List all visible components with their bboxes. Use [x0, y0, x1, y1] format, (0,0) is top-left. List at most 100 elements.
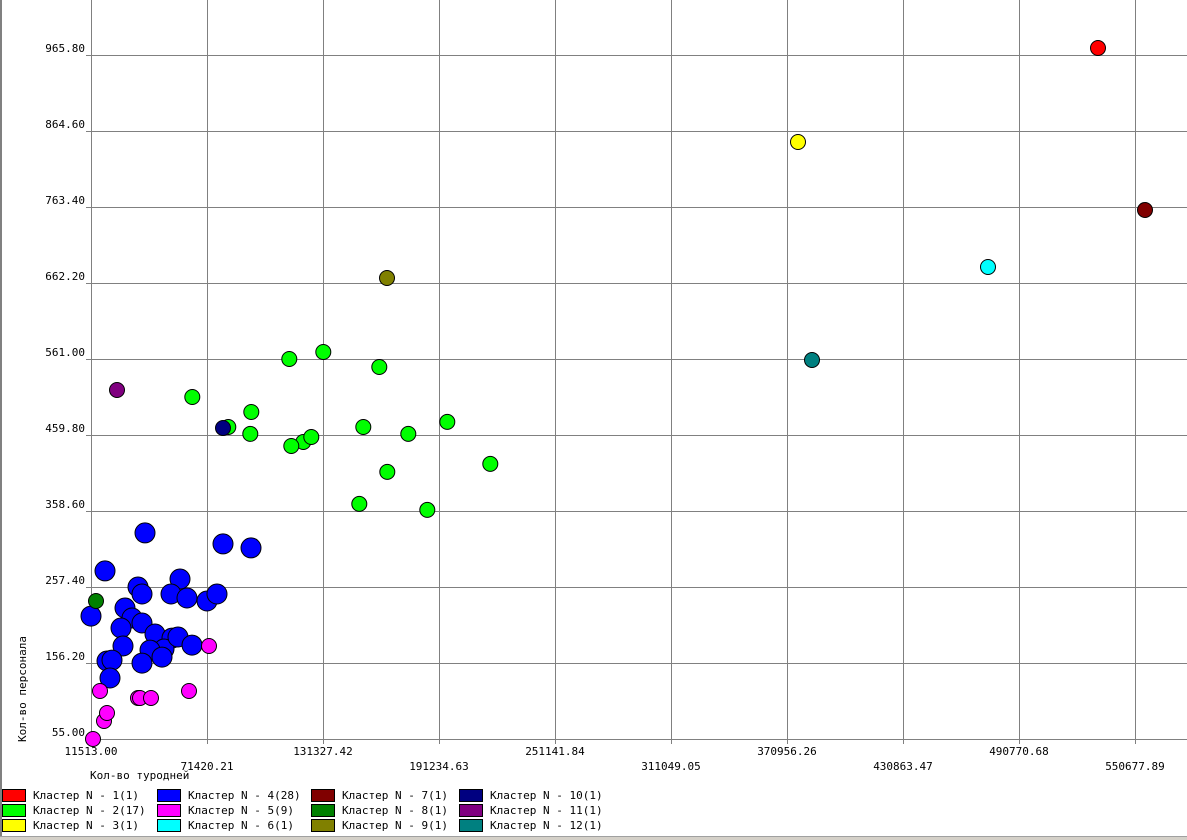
data-point-cluster-4: [206, 583, 228, 605]
data-point-cluster-5: [201, 638, 217, 654]
legend-swatch: [311, 804, 335, 817]
y-tick-label: 257.40: [45, 574, 85, 587]
data-point-cluster-4: [240, 537, 262, 559]
data-point-cluster-2: [243, 404, 260, 420]
legend-label: Кластер N - 4(28): [188, 789, 301, 802]
legend-item: Кластер N - 6(1): [157, 818, 311, 833]
legend-item: Кластер N - 4(28): [157, 788, 311, 803]
legend-swatch: [459, 789, 483, 802]
data-point-cluster-2: [419, 501, 436, 518]
x-tick-label: 131327.42: [293, 745, 353, 758]
legend-swatch: [157, 789, 181, 802]
legend-label: Кластер N - 3(1): [33, 819, 139, 832]
data-point-cluster-2: [355, 419, 372, 435]
y-tick-label: 561.00: [45, 346, 85, 359]
legend-item: Кластер N - 12(1): [459, 818, 619, 833]
data-point-cluster-4: [134, 522, 156, 544]
data-point-cluster-2: [242, 425, 259, 442]
data-point-cluster-10: [215, 420, 231, 436]
y-tick-label: 662.20: [45, 270, 85, 283]
legend-label: Кластер N - 11(1): [490, 804, 603, 817]
legend-swatch: [2, 804, 26, 817]
legend-item: Кластер N - 2(17): [2, 803, 157, 818]
x-tick-label: 430863.47: [873, 760, 933, 773]
data-point-cluster-2: [281, 351, 298, 367]
scatter-plot: 55.00 156.20 257.40 358.60 459.80 561.00 662.2…: [45, 0, 1187, 773]
x-axis-ticks: 11513.00 71420.21 131327.42 191234.63 251141…: [65, 745, 1165, 773]
data-point-cluster-5: [143, 690, 159, 706]
legend-label: Кластер N - 8(1): [342, 804, 448, 817]
x-tick-label: 490770.68: [989, 745, 1049, 758]
legend-swatch: [311, 789, 335, 802]
legend-item: Кластер N - 8(1): [311, 803, 459, 818]
data-point-cluster-1: [1090, 40, 1106, 56]
data-point-cluster-6: [980, 259, 996, 275]
data-point-cluster-2: [400, 425, 417, 442]
x-tick-label: 11513.00: [65, 745, 118, 758]
data-point-cluster-4: [101, 649, 123, 671]
data-point-cluster-9: [379, 270, 395, 286]
data-point-cluster-5: [92, 683, 108, 699]
y-axis-label: Кол-во персонала: [16, 636, 29, 742]
legend-swatch: [311, 819, 335, 832]
legend-swatch: [459, 819, 483, 832]
x-tick-label: 311049.05: [641, 760, 701, 773]
legend: Кластер N - 1(1) Кластер N - 2(17) Кластер…: [2, 788, 702, 833]
data-point-cluster-5: [181, 683, 197, 699]
data-point-cluster-2: [439, 413, 456, 430]
data-point-cluster-2: [283, 438, 300, 454]
y-tick-label: 763.40: [45, 194, 85, 207]
data-point-cluster-2: [315, 344, 332, 360]
data-point-cluster-4: [94, 560, 116, 582]
data-point-cluster-7: [1137, 202, 1153, 218]
y-tick-label: 156.20: [45, 650, 85, 663]
legend-label: Кластер N - 5(9): [188, 804, 294, 817]
data-point-cluster-4: [131, 583, 153, 605]
data-point-cluster-5: [85, 731, 101, 747]
x-tick-label: 370956.26: [757, 745, 817, 758]
grid-lines: [86, 0, 1187, 744]
legend-label: Кластер N - 9(1): [342, 819, 448, 832]
x-tick-label: 550677.89: [1105, 760, 1165, 773]
legend-item: Кластер N - 7(1): [311, 788, 459, 803]
x-tick-label: 191234.63: [409, 760, 469, 773]
legend-item: Кластер N - 10(1): [459, 788, 619, 803]
data-point-cluster-4: [212, 533, 234, 555]
legend-item: Кластер N - 9(1): [311, 818, 459, 833]
legend-label: Кластер N - 7(1): [342, 789, 448, 802]
y-tick-label: 864.60: [45, 118, 85, 131]
data-point-cluster-2: [379, 463, 396, 480]
data-point-cluster-2: [303, 429, 320, 445]
legend-item: Кластер N - 11(1): [459, 803, 619, 818]
data-point-cluster-2: [351, 495, 368, 512]
data-point-cluster-4: [131, 652, 153, 674]
y-tick-label: 55.00: [52, 726, 85, 739]
data-point-cluster-4: [112, 635, 134, 657]
legend-item: Кластер N - 1(1): [2, 788, 157, 803]
legend-label: Кластер N - 6(1): [188, 819, 294, 832]
data-point-cluster-2: [482, 455, 499, 472]
legend-swatch: [2, 789, 26, 802]
data-point-cluster-4: [99, 667, 121, 689]
y-tick-label: 459.80: [45, 422, 85, 435]
data-point-cluster-4: [176, 587, 198, 609]
data-point-cluster-3: [790, 134, 806, 150]
data-point-cluster-11: [109, 382, 125, 398]
data-point-cluster-12: [804, 352, 820, 368]
x-axis-label: Кол-во туродней: [90, 769, 190, 782]
legend-swatch: [459, 804, 483, 817]
y-tick-label: 965.80: [45, 42, 85, 55]
legend-swatch: [157, 819, 181, 832]
x-tick-label: 71420.21: [181, 760, 234, 773]
data-points: [80, 40, 1153, 747]
data-point-cluster-5: [99, 705, 115, 721]
x-tick-label: 251141.84: [525, 745, 585, 758]
legend-swatch: [2, 819, 26, 832]
data-point-cluster-4: [110, 617, 132, 639]
data-point-cluster-4: [80, 605, 102, 627]
y-axis-ticks: 55.00 156.20 257.40 358.60 459.80 561.00 662.2…: [45, 42, 85, 739]
data-point-cluster-8: [88, 593, 104, 609]
y-tick-label: 358.60: [45, 498, 85, 511]
data-point-cluster-2: [371, 359, 388, 375]
